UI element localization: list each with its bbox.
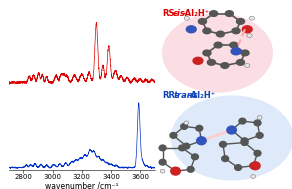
Circle shape (159, 145, 166, 151)
Text: RS-: RS- (162, 9, 178, 19)
Circle shape (254, 120, 261, 126)
Circle shape (216, 31, 224, 37)
Circle shape (184, 121, 189, 125)
Circle shape (170, 132, 177, 138)
Circle shape (247, 34, 252, 37)
Text: -Al₂H⁺: -Al₂H⁺ (188, 91, 216, 100)
Circle shape (241, 50, 249, 56)
Circle shape (239, 118, 246, 124)
Circle shape (249, 16, 254, 20)
Circle shape (179, 145, 185, 151)
Circle shape (196, 125, 203, 131)
Circle shape (221, 63, 229, 68)
Circle shape (207, 60, 215, 65)
Text: trans: trans (174, 91, 199, 100)
Circle shape (230, 42, 238, 48)
Circle shape (241, 140, 248, 145)
Circle shape (257, 115, 262, 119)
Circle shape (159, 159, 166, 165)
Circle shape (181, 124, 188, 129)
Text: -Al₂H⁺: -Al₂H⁺ (182, 9, 210, 19)
Circle shape (251, 174, 256, 178)
Circle shape (251, 162, 260, 170)
Circle shape (242, 26, 252, 33)
Circle shape (172, 168, 179, 174)
Circle shape (250, 163, 257, 169)
Circle shape (235, 165, 241, 170)
Circle shape (193, 57, 203, 64)
Circle shape (186, 26, 196, 33)
Circle shape (227, 126, 236, 134)
Circle shape (237, 60, 244, 65)
Circle shape (199, 19, 206, 24)
Circle shape (210, 11, 218, 16)
X-axis label: wavenumber /cm⁻¹: wavenumber /cm⁻¹ (45, 182, 119, 189)
Circle shape (228, 127, 235, 133)
Circle shape (187, 167, 194, 172)
Circle shape (241, 138, 248, 144)
Circle shape (220, 142, 227, 147)
Circle shape (254, 150, 261, 156)
Text: cis: cis (173, 9, 186, 19)
Circle shape (203, 28, 211, 34)
Circle shape (222, 156, 229, 161)
Circle shape (231, 48, 241, 55)
Circle shape (197, 137, 206, 145)
Circle shape (232, 28, 240, 34)
Circle shape (203, 50, 211, 56)
Text: RR-: RR- (162, 91, 179, 100)
Circle shape (184, 16, 190, 20)
Circle shape (244, 64, 250, 67)
Circle shape (225, 11, 233, 16)
Circle shape (192, 154, 199, 160)
Circle shape (198, 138, 205, 144)
Circle shape (237, 19, 244, 24)
Circle shape (214, 42, 222, 48)
Circle shape (171, 167, 180, 175)
Circle shape (256, 132, 263, 138)
Circle shape (160, 169, 165, 173)
Circle shape (183, 143, 190, 149)
